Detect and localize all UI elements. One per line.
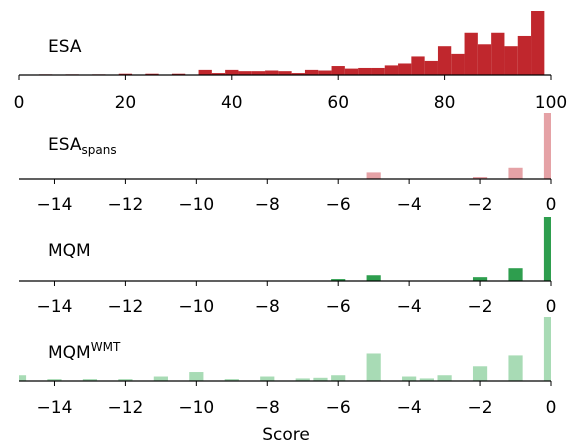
x-tick-label: 0 [546,398,557,418]
x-tick-label: 100 [535,93,567,113]
panel-label: MQMWMT [48,340,121,363]
bar [491,32,505,75]
x-tick-label: −8 [255,195,280,215]
x-tick-label: 0 [14,93,25,113]
bar [82,379,98,381]
bar [543,317,551,381]
bar [543,217,551,281]
bar [225,69,239,75]
bar [224,379,239,381]
x-tick-label: −4 [397,398,422,418]
bar [211,73,226,75]
bar [118,379,133,381]
x-tick-label: −6 [326,195,351,215]
bar [189,372,204,381]
bar [424,60,438,75]
bar [472,177,488,179]
bar [472,277,488,281]
x-tick-label: −2 [468,398,493,418]
bar [251,71,266,75]
bar [504,46,518,75]
bar [464,32,478,75]
bar [331,375,346,381]
bar [366,275,381,281]
bar [366,353,381,381]
bar [371,67,385,75]
x-tick-label: −8 [255,398,280,418]
bar [238,71,252,75]
x-tick-label: −4 [397,195,422,215]
bar [437,375,452,381]
panel-label-subscript: spans [81,143,116,157]
bar [451,53,465,75]
bar [295,378,310,381]
x-tick-label: 0 [546,195,557,215]
x-tick-label: −2 [468,297,493,317]
x-tick-label: −6 [326,398,351,418]
x-tick-label: 20 [115,93,137,113]
x-tick-label: 60 [327,93,349,113]
bar [304,69,319,75]
bar [358,67,372,75]
bar [291,73,305,75]
bar [508,268,523,281]
x-tick-label: −10 [178,398,214,418]
bar [47,379,62,381]
panel-mqm-wmt: −14 −12 −10 −8 −6 −4 −2 0 MQMWMT [19,317,556,418]
bar [265,70,279,75]
panel-label-superscript: WMT [91,340,121,354]
panel-esa: 0 20 40 60 80 100 ESA [14,11,567,113]
x-tick-label: −10 [178,297,214,317]
bar [477,44,492,75]
bar [398,63,412,75]
x-tick-label: −14 [37,398,73,418]
bar [313,377,328,381]
bar [517,35,532,75]
bar [153,376,168,381]
x-tick-label: 0 [546,297,557,317]
panel-esa-spans: −14 −12 −10 −8 −6 −4 −2 0 ESAspans [19,113,556,215]
bar [472,366,488,381]
x-tick-label: −4 [397,297,422,317]
x-tick-label: −14 [37,297,73,317]
bar [171,73,186,75]
x-tick-label: −12 [107,195,143,215]
bar [118,73,133,75]
bar [508,167,523,179]
x-tick-label: 80 [434,93,456,113]
x-tick-label: −12 [107,398,143,418]
bar [543,113,551,179]
bar [278,71,292,75]
bar [419,378,434,381]
bar [19,375,27,381]
x-tick-label: 40 [221,93,243,113]
bar [260,376,275,381]
bar [402,376,417,381]
x-axis-label: Score [262,425,310,441]
bar [531,11,545,75]
bar [331,66,345,75]
bar [331,279,346,281]
bar [344,68,359,75]
panel-label: ESAspans [48,135,117,157]
panel-label: MQM [48,241,91,261]
bar [145,73,159,75]
x-tick-label: −10 [178,195,214,215]
bar [198,69,212,75]
panel-label: ESA [48,37,82,57]
bar [437,46,452,75]
x-tick-label: −6 [326,297,351,317]
x-tick-label: −14 [37,195,73,215]
bar [508,355,523,381]
bar [384,65,399,75]
x-tick-label: −2 [468,195,493,215]
panel-mqm: −14 −12 −10 −8 −6 −4 −2 0 MQM [19,217,556,317]
x-tick-label: −8 [255,297,280,317]
bar [411,56,425,75]
x-tick-label: −12 [107,297,143,317]
bar [318,70,332,75]
bar [366,172,381,179]
